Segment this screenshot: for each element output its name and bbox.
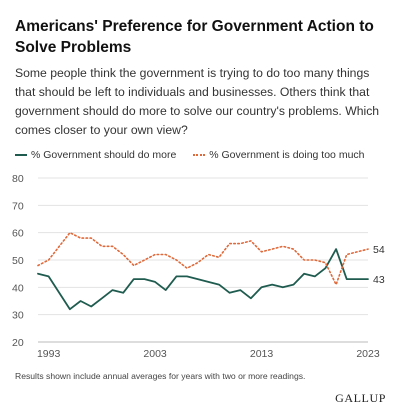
x-tick-label-1993: 1993 [37, 348, 61, 360]
legend-swatch-dotted [193, 154, 206, 156]
end-label-series-1: 54 [373, 244, 385, 256]
chart-subtitle: Some people think the government is tryi… [15, 66, 380, 137]
series-line-1 [37, 231, 369, 286]
y-tick-label-50: 50 [12, 255, 24, 267]
chart-legend: % Government should do more % Government… [15, 147, 390, 161]
legend-item-do-more: % Government should do more [15, 149, 176, 161]
gallup-logo: GALLUP [335, 391, 386, 405]
y-tick-label-80: 80 [12, 173, 24, 185]
legend-label-too-much: % Government is doing too much [209, 149, 365, 161]
end-label-series-0: 43 [373, 274, 385, 286]
y-tick-label-60: 60 [12, 228, 24, 240]
chart-footnote: Results shown include annual averages fo… [15, 371, 306, 381]
y-tick-label-20: 20 [12, 337, 24, 349]
legend-swatch-solid [15, 154, 27, 156]
x-tick-label-2013: 2013 [250, 348, 274, 360]
x-tick-label-2003: 2003 [143, 348, 167, 360]
y-tick-label-70: 70 [12, 200, 24, 212]
x-tick-label-2023: 2023 [356, 348, 380, 360]
chart-title: Americans' Preference for Government Act… [15, 18, 374, 56]
legend-item-too-much: % Government is doing too much [193, 149, 365, 161]
y-tick-label-30: 30 [12, 310, 24, 322]
legend-label-do-more: % Government should do more [31, 149, 177, 161]
series-line-0 [37, 248, 369, 311]
line-chart: 20 30 40 50 60 70 80 1993 2003 2013 2023 43 54 [12, 173, 385, 360]
y-tick-label-40: 40 [12, 282, 24, 294]
